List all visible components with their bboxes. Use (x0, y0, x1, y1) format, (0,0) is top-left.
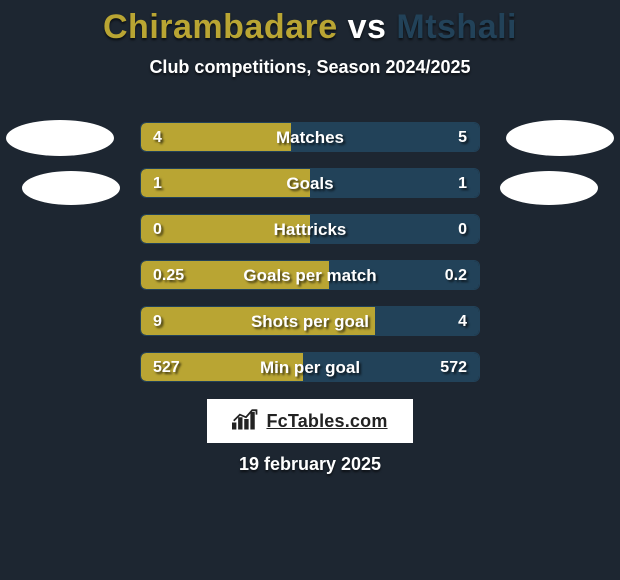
stat-value-right: 572 (440, 353, 467, 381)
stat-row: 11Goals (140, 168, 480, 198)
stat-row: 94Shots per goal (140, 306, 480, 336)
stat-value-left: 1 (153, 169, 162, 197)
page-title: Chirambadare vs Mtshali (0, 0, 620, 47)
stat-fill-right (310, 215, 479, 243)
stat-value-left: 0.25 (153, 261, 184, 289)
comparison-infographic: Chirambadare vs Mtshali Club competition… (0, 0, 620, 580)
stat-row: 00Hattricks (140, 214, 480, 244)
brand-chart-icon (232, 408, 260, 435)
stat-fill-left (141, 169, 310, 197)
stat-row: 45Matches (140, 122, 480, 152)
player2-name: Mtshali (396, 8, 517, 46)
brand-text: FcTables.com (266, 411, 387, 432)
stat-value-left: 527 (153, 353, 180, 381)
stat-fill-left (141, 215, 310, 243)
stat-row: 0.250.2Goals per match (140, 260, 480, 290)
vs-text: vs (348, 8, 387, 46)
stat-value-left: 4 (153, 123, 162, 151)
stat-rows: 45Matches11Goals00Hattricks0.250.2Goals … (140, 122, 480, 398)
stat-value-right: 1 (458, 169, 467, 197)
player1-name: Chirambadare (103, 8, 338, 46)
stat-value-right: 4 (458, 307, 467, 335)
player1-avatar-1 (6, 120, 114, 156)
stat-value-left: 9 (153, 307, 162, 335)
brand-link[interactable]: FcTables.com (207, 399, 413, 443)
stat-value-left: 0 (153, 215, 162, 243)
stat-fill-left (141, 307, 375, 335)
stat-value-right: 0 (458, 215, 467, 243)
stat-row: 527572Min per goal (140, 352, 480, 382)
player2-avatar-2 (500, 171, 598, 205)
player2-avatar-1 (506, 120, 614, 156)
date-text: 19 february 2025 (0, 454, 620, 475)
stat-fill-right (310, 169, 479, 197)
stat-fill-right (291, 123, 479, 151)
stat-fill-left (141, 123, 291, 151)
subtitle: Club competitions, Season 2024/2025 (0, 57, 620, 78)
stat-value-right: 5 (458, 123, 467, 151)
stat-value-right: 0.2 (445, 261, 467, 289)
player1-avatar-2 (22, 171, 120, 205)
